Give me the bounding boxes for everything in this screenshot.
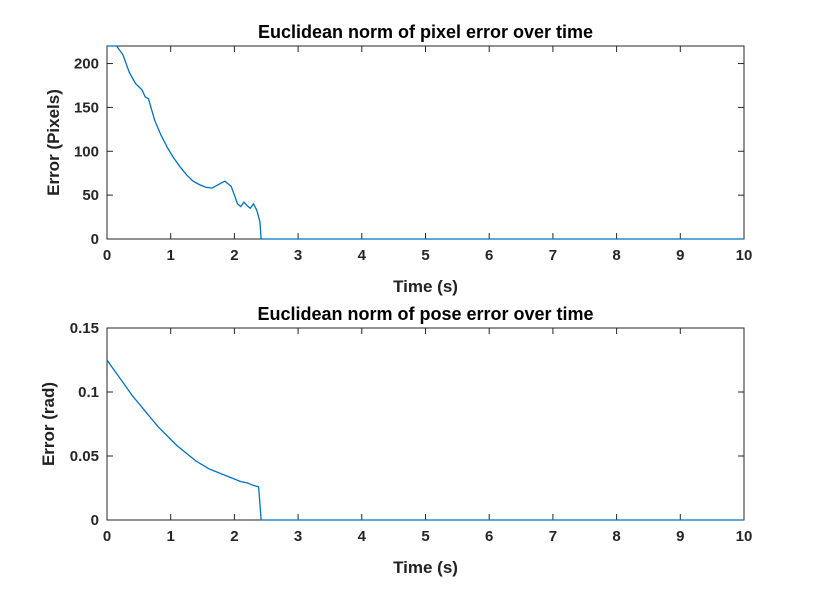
chart-pose-error: Euclidean norm of pose error over time 0 1… xyxy=(39,304,752,577)
y-axis-label: Error (rad) xyxy=(39,382,58,466)
y-tick-label: 50 xyxy=(82,187,99,204)
series-line xyxy=(106,359,744,521)
x-tick-label: 7 xyxy=(549,528,557,545)
x-tick-label: 4 xyxy=(358,528,367,545)
x-tick-label: 0 xyxy=(103,247,111,264)
x-tick-label: 0 xyxy=(103,528,111,545)
x-tick-label: 6 xyxy=(485,528,493,545)
y-tick-label: 200 xyxy=(74,56,99,73)
y-tick-label: 0.1 xyxy=(78,384,99,401)
x-tick-label: 1 xyxy=(167,528,175,545)
y-tick-label: 0.15 xyxy=(70,320,99,337)
axes-box xyxy=(106,45,745,240)
x-axis-label: Time (s) xyxy=(393,277,458,296)
y-tick-label: 0.05 xyxy=(70,448,99,465)
x-tick-label: 8 xyxy=(612,528,620,545)
y-axis-label: Error (Pixels) xyxy=(44,89,63,196)
chart-title: Euclidean norm of pixel error over time xyxy=(258,22,593,42)
x-axis-label: Time (s) xyxy=(393,558,458,577)
x-tick-label: 3 xyxy=(294,247,302,264)
chart-pixel-error: Euclidean norm of pixel error over time 0… xyxy=(44,22,752,296)
x-tick-label: 3 xyxy=(294,528,302,545)
x-tick-label: 8 xyxy=(612,247,620,264)
x-tick-label: 6 xyxy=(485,247,493,264)
x-tick-label: 9 xyxy=(676,528,684,545)
y-tick-label: 150 xyxy=(74,99,99,116)
x-tick-label: 10 xyxy=(736,528,753,545)
chart-title: Euclidean norm of pose error over time xyxy=(257,304,593,324)
y-tick-label: 0 xyxy=(91,231,99,248)
x-tick-label: 10 xyxy=(736,247,753,264)
series-line xyxy=(107,45,744,240)
x-tick-label: 1 xyxy=(167,247,175,264)
x-tick-label: 2 xyxy=(230,247,238,264)
x-tick-label: 7 xyxy=(549,247,557,264)
x-tick-label: 5 xyxy=(421,528,429,545)
axes-box xyxy=(106,327,745,521)
x-tick-label: 9 xyxy=(676,247,684,264)
x-tick-label: 4 xyxy=(358,247,367,264)
x-tick-label: 5 xyxy=(421,247,429,264)
y-tick-label: 100 xyxy=(74,143,99,160)
x-tick-label: 2 xyxy=(230,528,238,545)
y-tick-label: 0 xyxy=(91,512,99,529)
